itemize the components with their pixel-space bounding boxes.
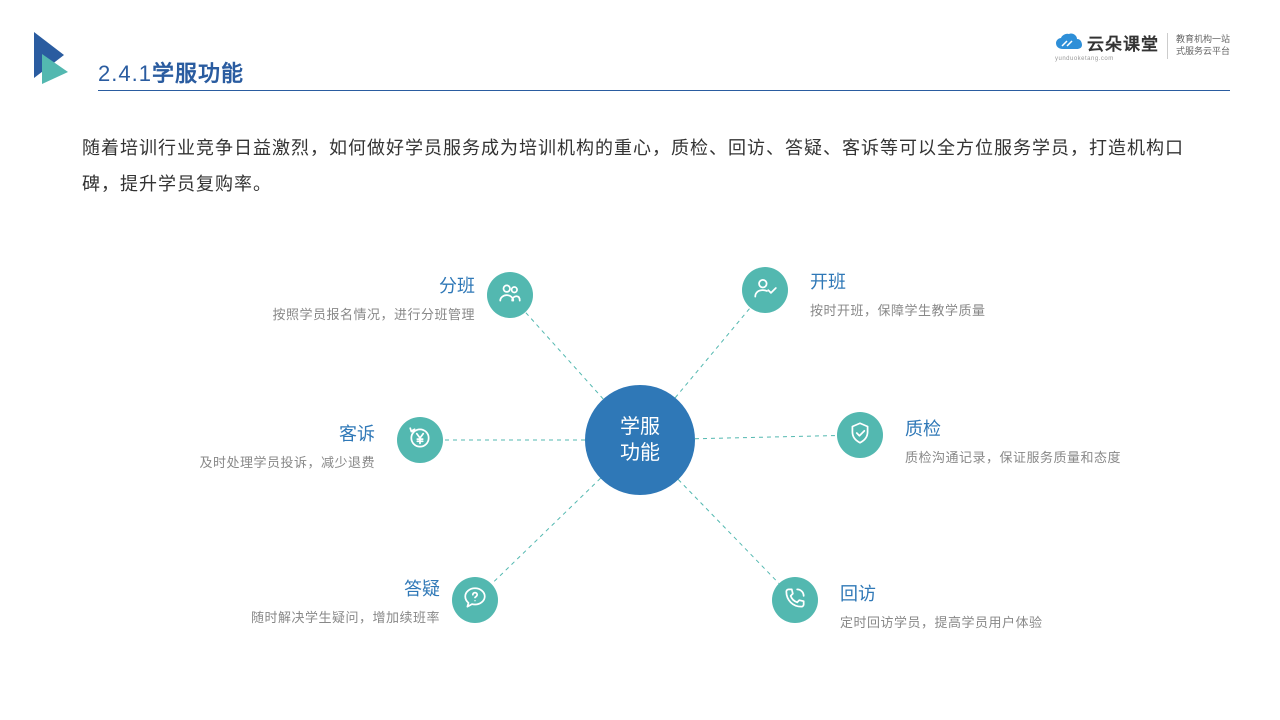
slide: 2.4.1学服功能 云朵课堂 yunduoketang.com 教育机构一站 式…: [0, 0, 1280, 720]
slide-title: 2.4.1学服功能: [98, 56, 244, 88]
title-text: 学服功能: [152, 61, 244, 86]
title-underline: [98, 90, 1230, 91]
person-check-icon: [752, 275, 778, 306]
question-bubble-icon: [462, 585, 488, 616]
yen-refresh-icon: [407, 425, 433, 456]
node-desc: 质检沟通记录，保证服务质量和态度: [905, 447, 1121, 466]
node-label-zhijian: 质检质检沟通记录，保证服务质量和态度: [905, 415, 1121, 466]
node-desc: 按时开班，保障学生教学质量: [810, 300, 986, 319]
node-label-kaiban: 开班按时开班，保障学生教学质量: [810, 268, 986, 319]
logo-divider: [1167, 33, 1168, 59]
node-desc: 随时解决学生疑问，增加续班率: [251, 607, 440, 626]
node-desc: 按照学员报名情况，进行分班管理: [272, 304, 475, 323]
section-number: 2.4.1: [98, 61, 152, 86]
node-title: 回访: [840, 580, 1043, 606]
node-zhijian: [837, 412, 883, 458]
node-title: 质检: [905, 415, 1121, 441]
center-node: 学服功能: [585, 385, 695, 495]
group-icon: [497, 280, 523, 311]
node-label-fenban: 分班按照学员报名情况，进行分班管理: [272, 272, 475, 323]
node-dayi: [452, 577, 498, 623]
radial-diagram: 学服功能 分班按照学员报名情况，进行分班管理客诉及时处理学员投诉，减少退费答疑随时…: [0, 240, 1280, 680]
node-huifang: [772, 577, 818, 623]
node-desc: 及时处理学员投诉，减少退费: [199, 452, 375, 471]
node-title: 答疑: [251, 575, 440, 601]
node-title: 开班: [810, 268, 986, 294]
header-arrow-icon: [34, 32, 80, 84]
phone-icon: [782, 585, 808, 616]
node-kesu: [397, 417, 443, 463]
shield-check-icon: [847, 420, 873, 451]
node-label-kesu: 客诉及时处理学员投诉，减少退费: [199, 420, 375, 471]
node-kaiban: [742, 267, 788, 313]
node-title: 客诉: [199, 420, 375, 446]
node-label-huifang: 回访定时回访学员，提高学员用户体验: [840, 580, 1043, 631]
intro-paragraph: 随着培训行业竞争日益激烈，如何做好学员服务成为培训机构的重心，质检、回访、答疑、…: [82, 130, 1220, 202]
cloud-icon: [1055, 33, 1083, 53]
logo-left: 云朵课堂 yunduoketang.com: [1055, 30, 1159, 62]
node-desc: 定时回访学员，提高学员用户体验: [840, 612, 1043, 631]
logo-tagline: 教育机构一站 式服务云平台: [1176, 34, 1230, 57]
logo-brand-text: 云朵课堂: [1087, 30, 1159, 55]
logo-sub-text: yunduoketang.com: [1055, 56, 1114, 62]
node-fenban: [487, 272, 533, 318]
node-title: 分班: [272, 272, 475, 298]
brand-logo: 云朵课堂 yunduoketang.com 教育机构一站 式服务云平台: [1055, 30, 1230, 62]
node-label-dayi: 答疑随时解决学生疑问，增加续班率: [251, 575, 440, 626]
